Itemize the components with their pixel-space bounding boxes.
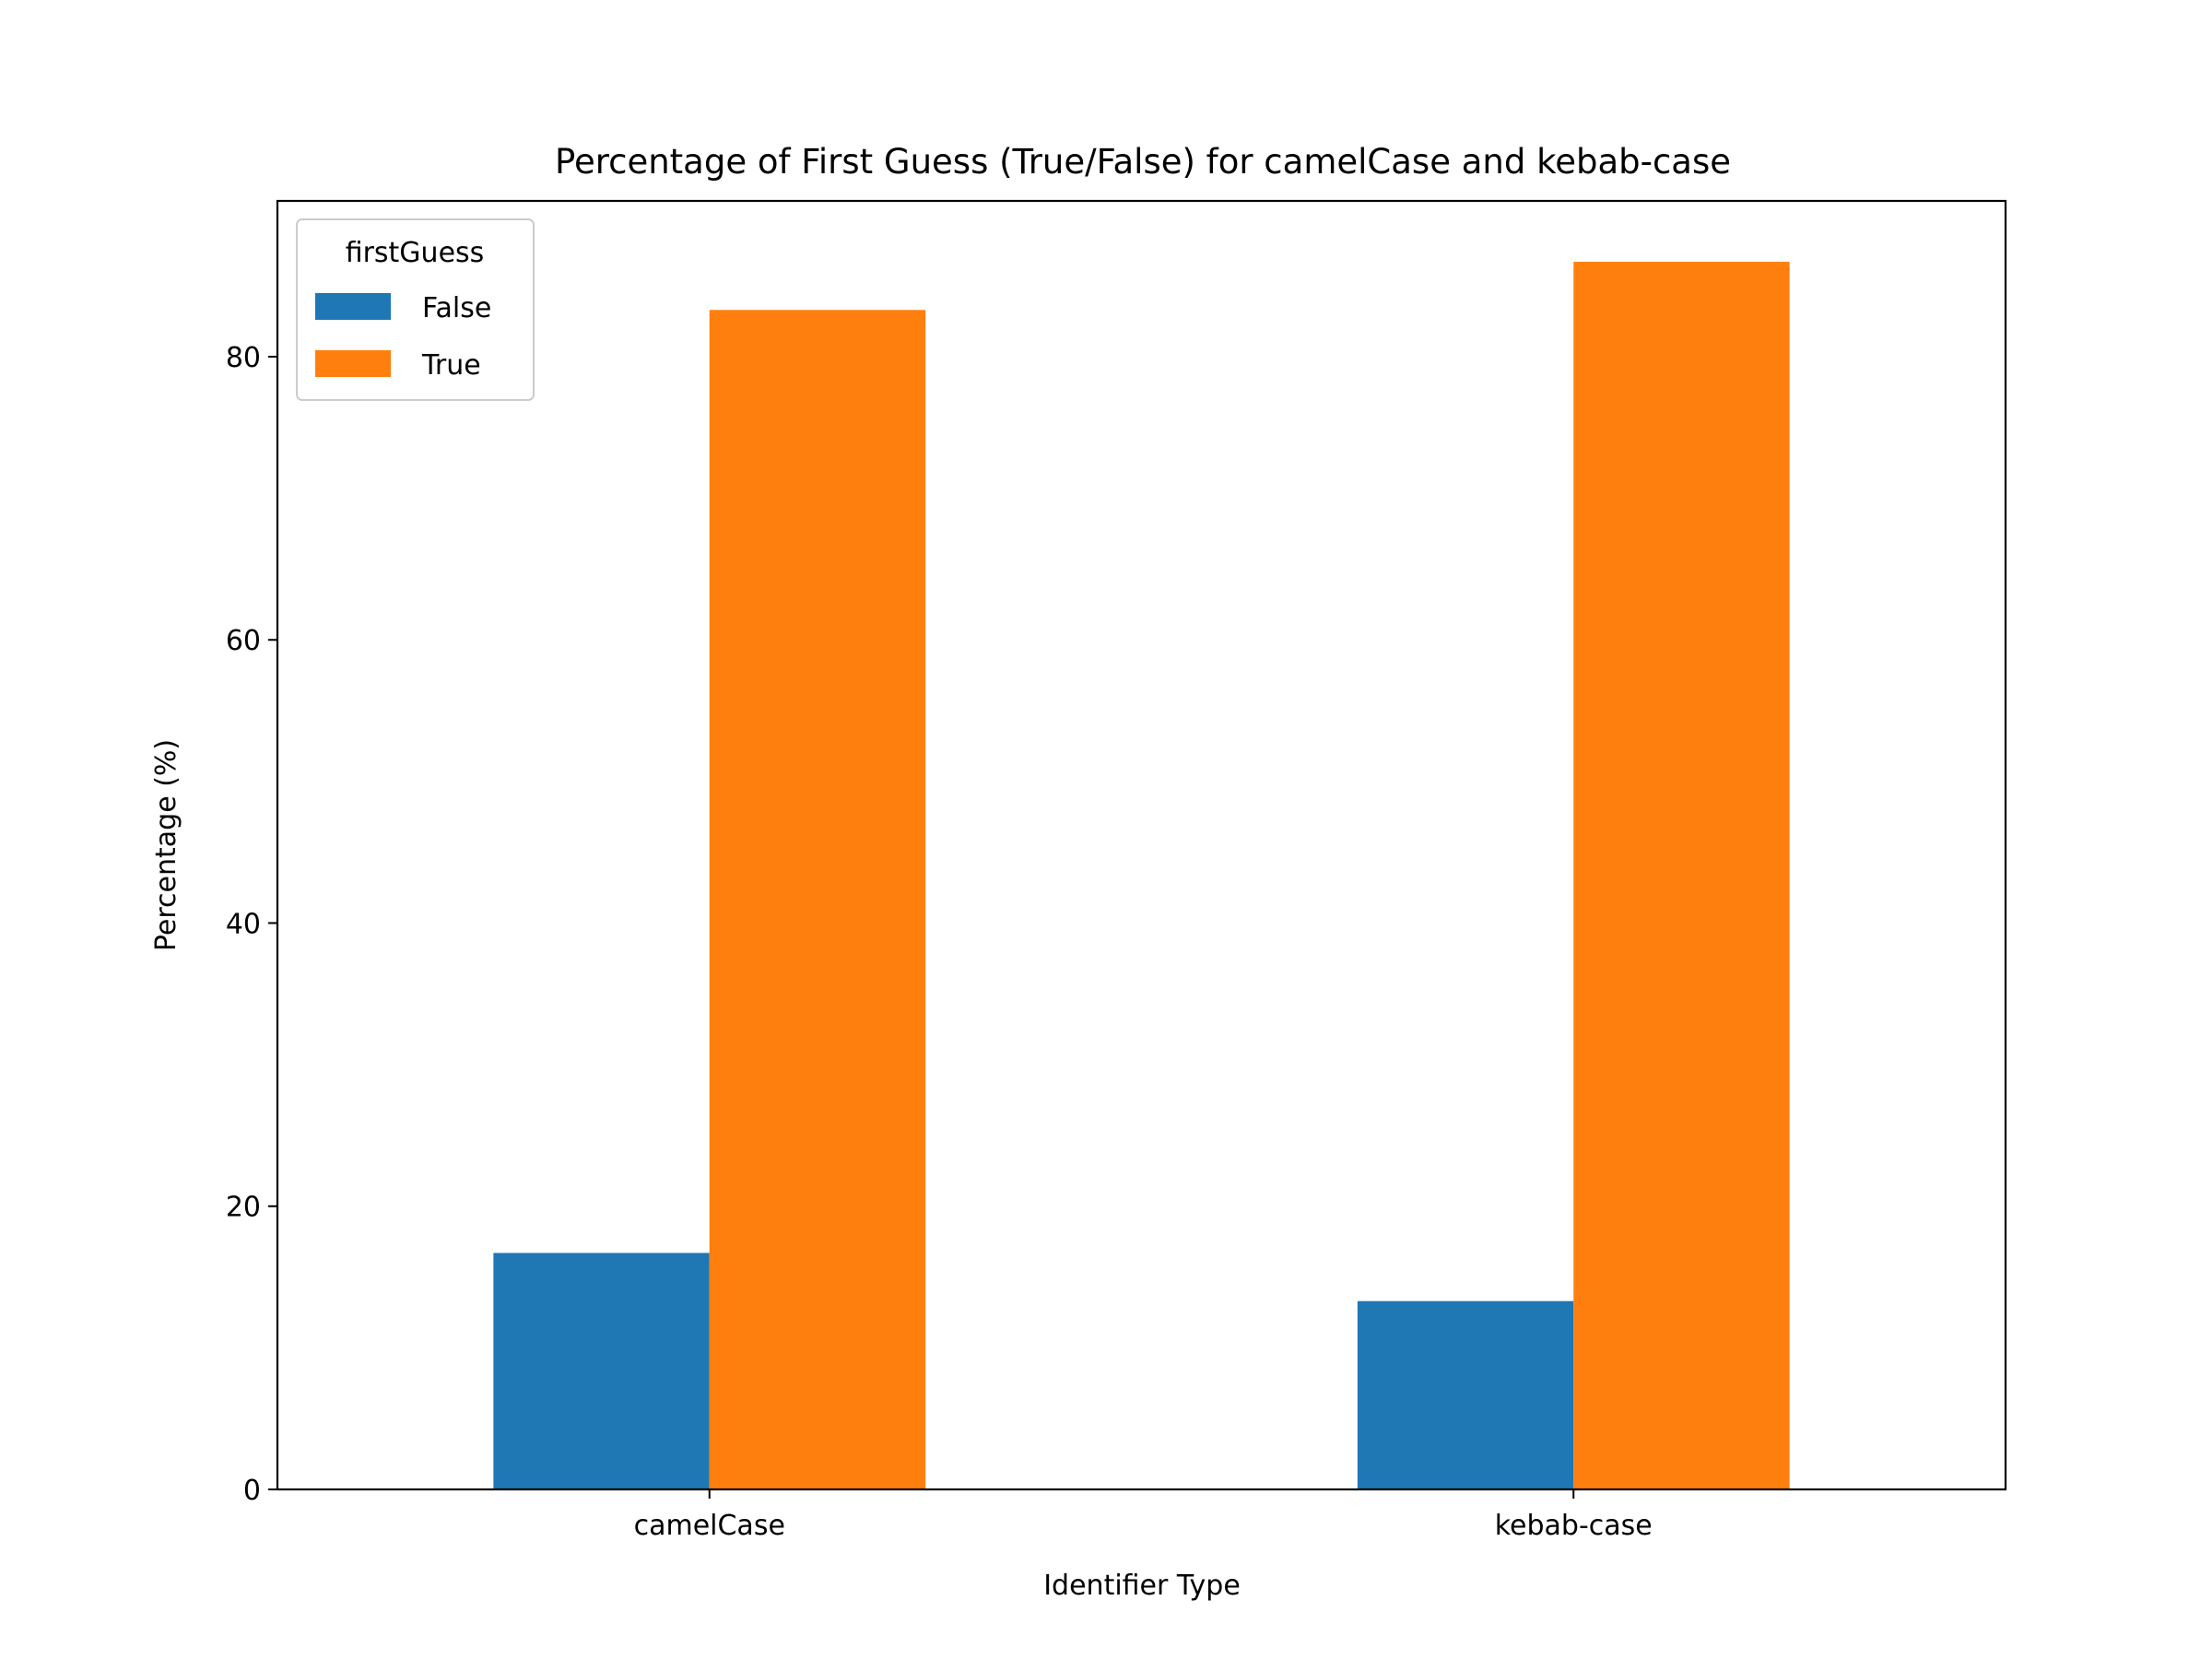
legend: firstGuess False True [296, 218, 535, 401]
bar-true-kebab-case [1573, 262, 1790, 1489]
legend-items: False True [315, 292, 491, 382]
legend-swatch-false [315, 293, 391, 320]
x-axis-label: Identifier Type [1043, 1570, 1241, 1602]
bar-false-kebab-case [1357, 1300, 1574, 1489]
y-tick-label: 40 [226, 908, 261, 940]
y-tick-label: 0 [243, 1475, 261, 1507]
bar-true-camelcase [709, 310, 926, 1490]
y-tick-label: 20 [226, 1192, 261, 1224]
y-axis-label: Percentage (%) [150, 739, 182, 951]
legend-swatch-true [315, 350, 391, 377]
legend-label-true: True [421, 349, 481, 382]
chart-title: Percentage of First Guess (True/False) f… [555, 142, 1731, 182]
y-tick-label: 80 [226, 342, 261, 374]
plot-frame [276, 199, 2007, 1491]
x-axis: camelCase kebab-case [634, 1489, 1653, 1542]
x-tick-label: kebab-case [1495, 1510, 1653, 1542]
legend-title: firstGuess [346, 237, 485, 269]
legend-label-false: False [422, 292, 491, 324]
y-tick-label: 60 [226, 625, 261, 657]
bars [493, 262, 1790, 1490]
y-axis: 0 20 40 60 80 [226, 342, 277, 1507]
x-tick-label: camelCase [634, 1510, 785, 1542]
bar-false-camelcase [493, 1253, 710, 1489]
